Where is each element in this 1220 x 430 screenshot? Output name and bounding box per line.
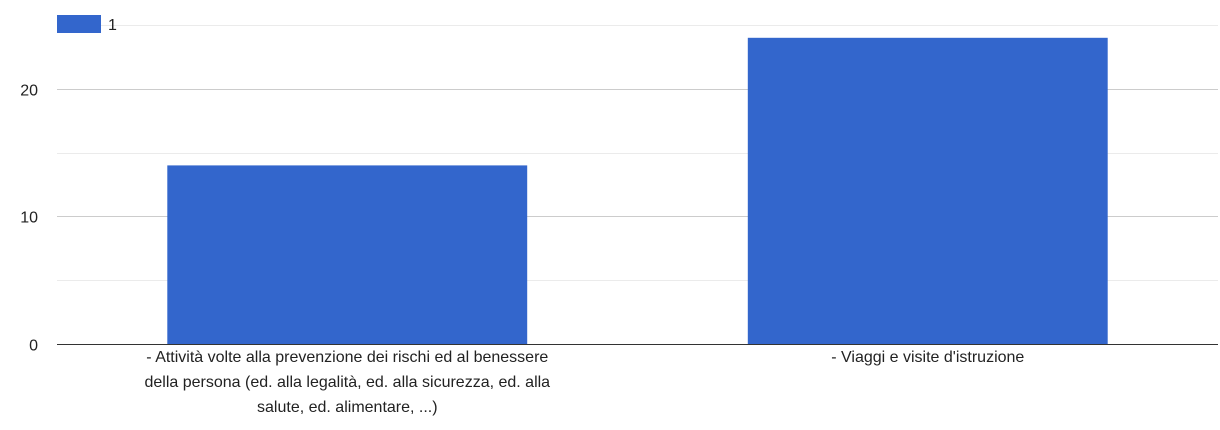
x-category-label-line: - Attività volte alla prevenzione dei ri… [146,349,548,366]
x-category-label-line: salute, ed. alimentare, ...) [257,399,438,416]
x-category-label-line: - Viaggi e visite d'istruzione [831,349,1024,366]
bar [747,37,1108,345]
x-category-label-line: della persona (ed. alla legalità, ed. al… [145,374,551,391]
bar [167,165,528,344]
legend-swatch [57,15,101,33]
y-tick-label: 10 [20,210,38,227]
legend: 1 [57,15,117,34]
x-category-label: - Viaggi e visite d'istruzione [831,349,1024,366]
bars [167,37,1108,345]
y-tick-label: 20 [20,83,38,100]
axes: 0 10 20 - Attività volte alla prevenzione d… [20,83,1218,416]
x-category-label: - Attività volte alla prevenzione dei ri… [145,349,551,416]
y-tick-label: 0 [29,338,38,355]
legend-label: 1 [108,17,117,34]
